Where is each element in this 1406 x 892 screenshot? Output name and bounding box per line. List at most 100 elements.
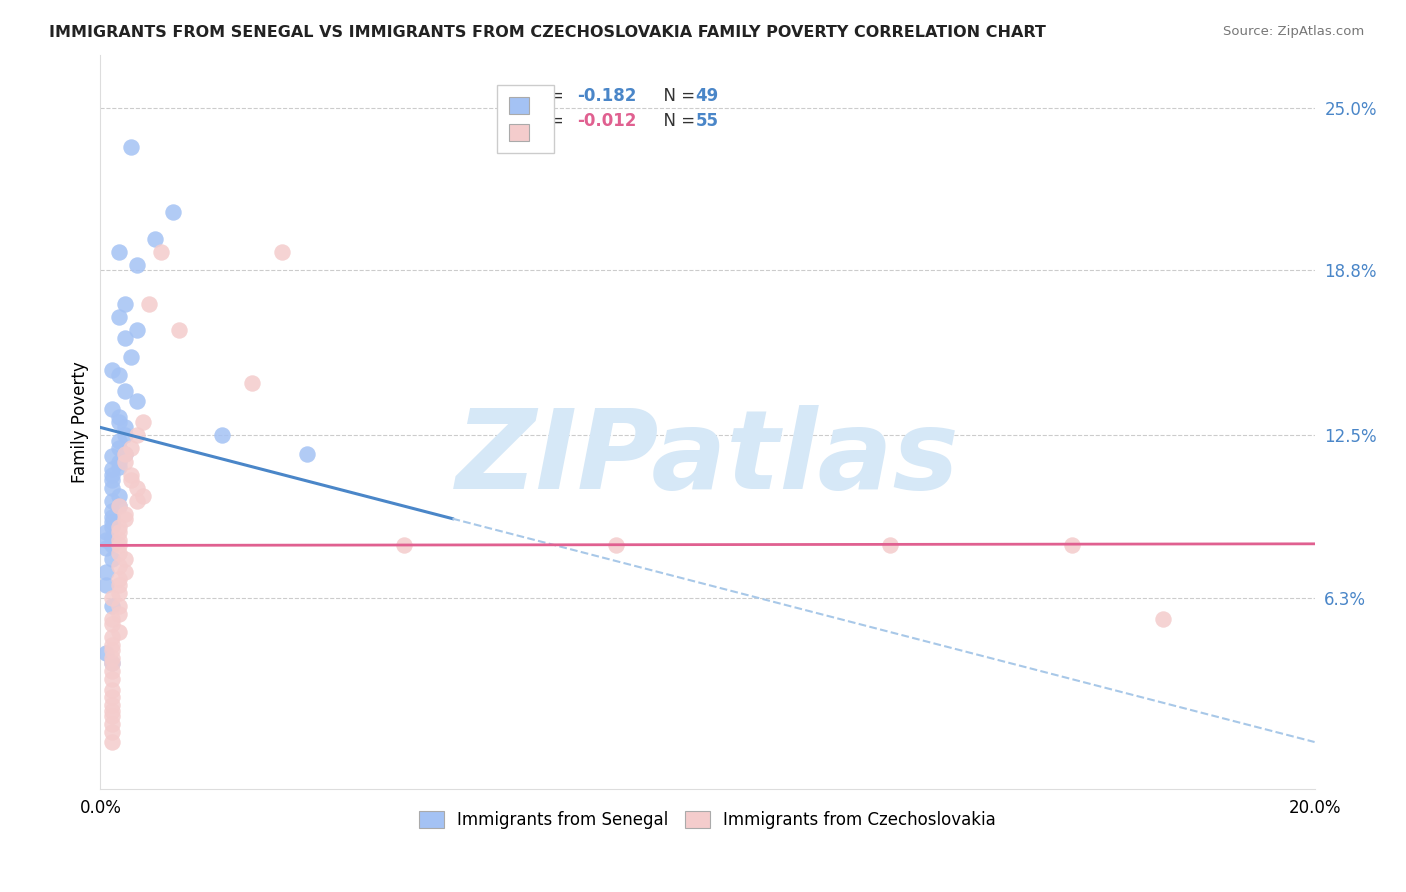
Point — [101, 682, 124, 697]
Point — [107, 585, 129, 599]
Text: N =: N = — [652, 112, 700, 130]
Y-axis label: Family Poverty: Family Poverty — [72, 361, 89, 483]
Point — [101, 509, 124, 524]
Point — [1060, 538, 1083, 552]
Point — [125, 394, 148, 409]
Point — [605, 538, 627, 552]
Point — [101, 690, 124, 705]
Point — [392, 538, 415, 552]
Point — [101, 651, 124, 665]
Point — [107, 310, 129, 325]
Point — [101, 515, 124, 529]
Text: 55: 55 — [696, 112, 718, 130]
Text: R =: R = — [533, 87, 568, 105]
Point — [107, 442, 129, 456]
Point — [114, 454, 136, 468]
Point — [120, 140, 142, 154]
Point — [101, 724, 124, 739]
Point — [120, 467, 142, 482]
Point — [96, 525, 118, 540]
Point — [107, 599, 129, 613]
Point — [879, 538, 901, 552]
Point — [125, 428, 148, 442]
Point — [107, 559, 129, 574]
Point — [96, 565, 118, 579]
Point — [101, 531, 124, 545]
Point — [107, 607, 129, 621]
Point — [211, 428, 233, 442]
Point — [114, 384, 136, 398]
Text: -0.182: -0.182 — [578, 87, 637, 105]
Point — [107, 489, 129, 503]
Point — [107, 624, 129, 639]
Point — [107, 409, 129, 424]
Point — [107, 368, 129, 382]
Text: Source: ZipAtlas.com: Source: ZipAtlas.com — [1223, 25, 1364, 38]
Point — [107, 520, 129, 534]
Text: -0.012: -0.012 — [578, 112, 637, 130]
Point — [101, 402, 124, 417]
Point — [114, 331, 136, 345]
Point — [101, 481, 124, 495]
Point — [162, 205, 184, 219]
Point — [114, 420, 136, 434]
Point — [101, 538, 124, 552]
Point — [107, 538, 129, 552]
Point — [101, 504, 124, 518]
Point — [101, 591, 124, 605]
Point — [107, 533, 129, 548]
Point — [101, 735, 124, 749]
Point — [101, 716, 124, 731]
Point — [107, 434, 129, 448]
Point — [96, 578, 118, 592]
Point — [150, 244, 173, 259]
Point — [101, 467, 124, 482]
Point — [1152, 612, 1174, 626]
Point — [125, 493, 148, 508]
Point — [101, 599, 124, 613]
Point — [107, 499, 129, 513]
Point — [114, 297, 136, 311]
Point — [125, 481, 148, 495]
Point — [107, 573, 129, 587]
Point — [101, 612, 124, 626]
Text: ZIPatlas: ZIPatlas — [456, 405, 959, 512]
Point — [132, 415, 155, 429]
Point — [101, 698, 124, 713]
Point — [107, 578, 129, 592]
Point — [125, 323, 148, 337]
Point — [101, 462, 124, 476]
Point — [101, 473, 124, 487]
Point — [101, 450, 124, 464]
Point — [101, 363, 124, 377]
Point — [101, 657, 124, 671]
Point — [107, 459, 129, 474]
Text: IMMIGRANTS FROM SENEGAL VS IMMIGRANTS FROM CZECHOSLOVAKIA FAMILY POVERTY CORRELA: IMMIGRANTS FROM SENEGAL VS IMMIGRANTS FR… — [49, 25, 1046, 40]
Point — [101, 708, 124, 723]
Legend: Immigrants from Senegal, Immigrants from Czechoslovakia: Immigrants from Senegal, Immigrants from… — [412, 805, 1002, 836]
Point — [101, 551, 124, 566]
Point — [101, 665, 124, 679]
Point — [101, 617, 124, 632]
Point — [240, 376, 263, 390]
Point — [114, 428, 136, 442]
Point — [107, 525, 129, 540]
Point — [120, 473, 142, 487]
Point — [101, 638, 124, 652]
Point — [96, 646, 118, 660]
Point — [96, 541, 118, 555]
Point — [101, 704, 124, 718]
Point — [101, 630, 124, 644]
Point — [101, 672, 124, 686]
Point — [114, 447, 136, 461]
Point — [295, 447, 318, 461]
Text: N =: N = — [652, 87, 700, 105]
Point — [169, 323, 191, 337]
Point — [143, 232, 166, 246]
Point — [114, 551, 136, 566]
Point — [125, 258, 148, 272]
Point — [107, 244, 129, 259]
Point — [101, 657, 124, 671]
Point — [114, 447, 136, 461]
Point — [101, 520, 124, 534]
